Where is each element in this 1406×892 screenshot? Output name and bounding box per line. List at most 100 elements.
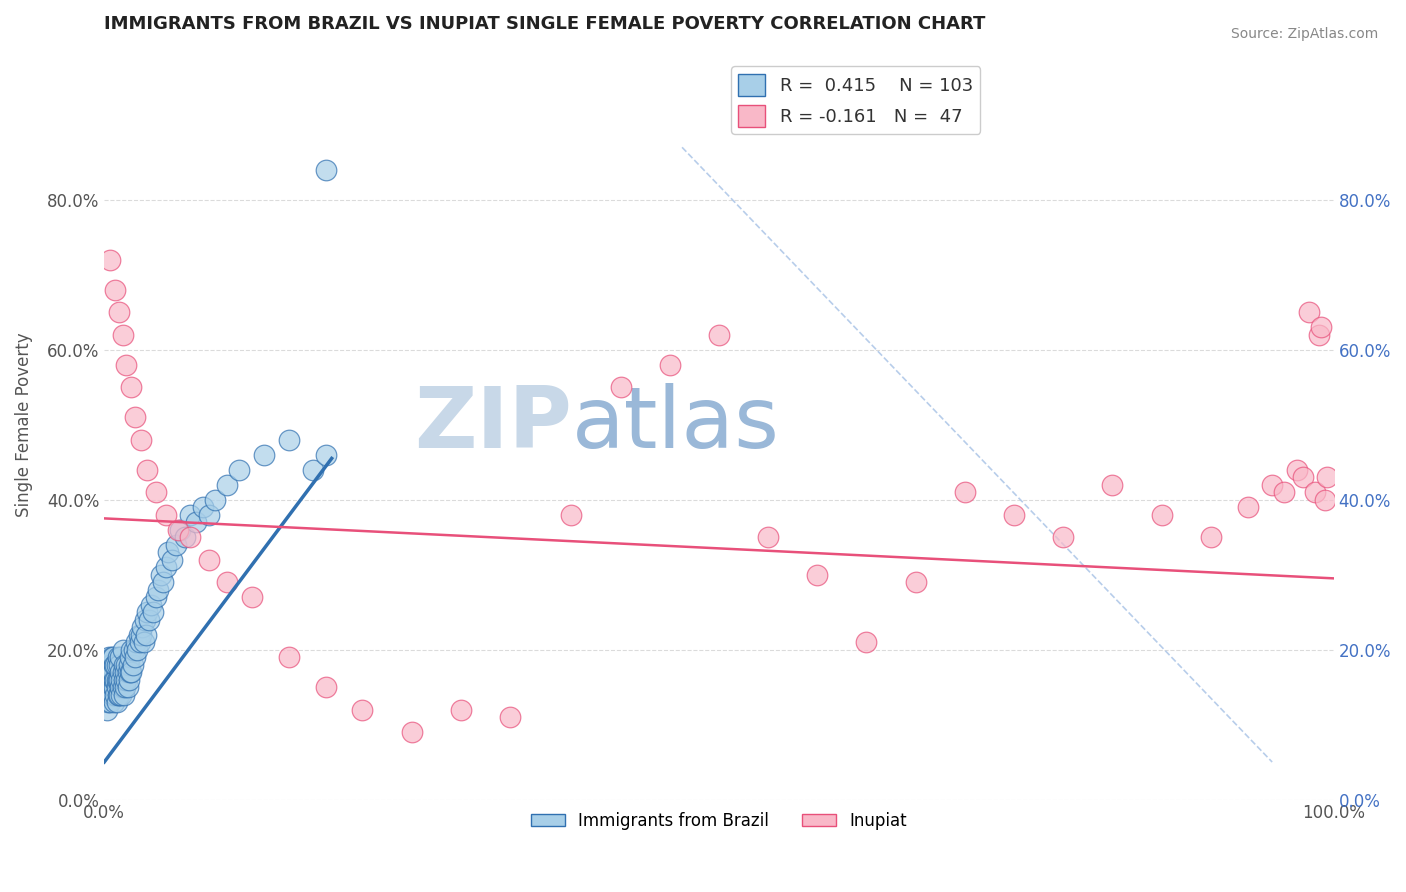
Point — [1236, 500, 1258, 515]
Point — [179, 530, 201, 544]
Point — [315, 448, 337, 462]
Point — [112, 688, 135, 702]
Point — [228, 463, 250, 477]
Point — [97, 695, 120, 709]
Point — [1292, 470, 1315, 484]
Point — [96, 680, 118, 694]
Point — [110, 680, 132, 694]
Legend: Immigrants from Brazil, Inupiat: Immigrants from Brazil, Inupiat — [524, 805, 912, 836]
Point — [129, 627, 152, 641]
Point — [191, 500, 214, 515]
Point — [100, 688, 122, 702]
Point — [352, 702, 374, 716]
Point — [1101, 477, 1123, 491]
Point — [108, 657, 131, 672]
Text: atlas: atlas — [571, 384, 779, 467]
Point — [1308, 327, 1330, 342]
Point — [110, 688, 132, 702]
Point — [167, 523, 190, 537]
Point — [120, 642, 142, 657]
Point — [100, 673, 122, 687]
Point — [142, 605, 165, 619]
Point — [96, 665, 118, 679]
Point — [103, 657, 125, 672]
Point — [100, 252, 122, 267]
Point — [1002, 508, 1025, 522]
Point — [125, 635, 148, 649]
Point — [756, 530, 779, 544]
Point — [104, 283, 127, 297]
Point — [155, 560, 177, 574]
Point — [1052, 530, 1074, 544]
Point — [855, 635, 877, 649]
Point — [117, 665, 139, 679]
Point — [107, 673, 129, 687]
Point — [110, 673, 132, 687]
Point — [136, 463, 159, 477]
Point — [315, 680, 337, 694]
Point — [1313, 492, 1336, 507]
Point — [115, 657, 138, 672]
Point — [98, 688, 121, 702]
Point — [179, 508, 201, 522]
Point — [148, 582, 170, 597]
Point — [108, 688, 131, 702]
Point — [174, 530, 197, 544]
Point — [217, 575, 239, 590]
Text: Source: ZipAtlas.com: Source: ZipAtlas.com — [1230, 27, 1378, 41]
Point — [131, 620, 153, 634]
Point — [1199, 530, 1222, 544]
Point — [122, 642, 145, 657]
Point — [100, 680, 122, 694]
Point — [120, 665, 142, 679]
Point — [105, 680, 128, 694]
Point — [302, 463, 325, 477]
Point — [120, 665, 142, 679]
Point — [103, 673, 125, 687]
Point — [1303, 485, 1326, 500]
Point — [1261, 477, 1284, 491]
Point — [101, 680, 124, 694]
Point — [100, 650, 122, 665]
Point — [128, 627, 150, 641]
Point — [105, 657, 128, 672]
Point — [240, 590, 263, 604]
Point — [115, 673, 138, 687]
Point — [117, 680, 139, 694]
Point — [160, 552, 183, 566]
Point — [127, 642, 149, 657]
Point — [104, 657, 127, 672]
Point — [149, 567, 172, 582]
Point — [100, 673, 122, 687]
Point — [121, 657, 143, 672]
Point — [111, 680, 134, 694]
Point — [132, 635, 155, 649]
Point — [169, 523, 191, 537]
Point — [118, 673, 141, 687]
Point — [197, 508, 219, 522]
Point — [98, 665, 121, 679]
Point — [98, 650, 121, 665]
Point — [111, 665, 134, 679]
Point — [112, 673, 135, 687]
Point — [114, 665, 136, 679]
Point — [401, 725, 423, 739]
Point — [100, 657, 122, 672]
Point — [450, 702, 472, 716]
Point — [108, 673, 131, 687]
Point — [1316, 470, 1339, 484]
Point — [115, 358, 138, 372]
Y-axis label: Single Female Poverty: Single Female Poverty — [15, 333, 32, 517]
Point — [134, 613, 156, 627]
Point — [100, 695, 122, 709]
Point — [108, 305, 131, 319]
Point — [114, 680, 136, 694]
Point — [186, 515, 208, 529]
Point — [97, 657, 120, 672]
Point — [97, 673, 120, 687]
Point — [112, 657, 135, 672]
Point — [101, 665, 124, 679]
Point — [129, 433, 152, 447]
Point — [1274, 485, 1296, 500]
Point — [104, 673, 127, 687]
